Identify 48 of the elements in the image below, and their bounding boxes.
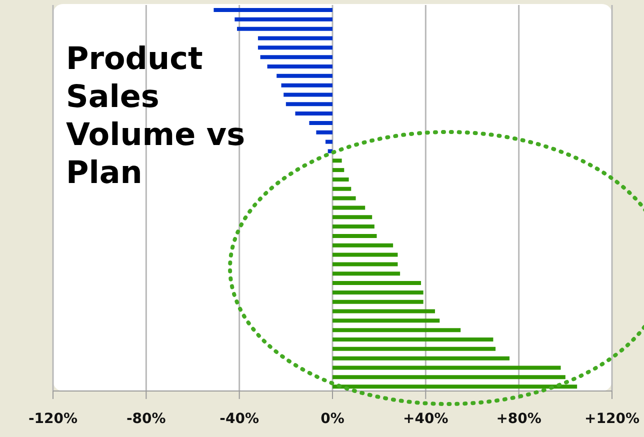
bar (267, 64, 332, 68)
bar (332, 206, 366, 210)
bar (332, 338, 494, 342)
x-tick-label: +80% (496, 410, 542, 427)
bar (332, 168, 344, 172)
bar (332, 196, 356, 200)
bar (260, 55, 332, 60)
bar (332, 290, 424, 294)
bar (332, 215, 372, 220)
x-tick-label: -40% (220, 410, 259, 427)
bar (332, 300, 424, 304)
bar (332, 328, 461, 332)
x-tick-label: -80% (126, 410, 166, 427)
x-tick-label: +120% (584, 410, 640, 427)
bar (332, 375, 566, 380)
bar (286, 102, 332, 106)
bar (234, 17, 332, 22)
bar (332, 272, 400, 276)
bar (332, 158, 342, 163)
bar (332, 234, 377, 238)
bar (258, 36, 332, 40)
bar (295, 112, 332, 116)
bar (332, 281, 422, 286)
bar (332, 366, 561, 370)
x-tick-label: 0% (320, 410, 344, 427)
bar (281, 83, 332, 88)
bar (332, 224, 374, 229)
bar (332, 262, 398, 266)
bar (316, 130, 332, 134)
bar (284, 92, 332, 97)
bar (332, 309, 435, 314)
bar (276, 74, 332, 78)
x-tick-label: +40% (403, 410, 448, 427)
bar (309, 120, 332, 125)
bar (332, 318, 440, 323)
bar (332, 177, 349, 182)
bar (332, 346, 496, 351)
bar (332, 356, 510, 360)
bar (214, 8, 332, 12)
bar (237, 26, 332, 31)
bar (332, 243, 394, 248)
text: Product Sales Volume vs Plan (66, 40, 246, 192)
bar (258, 46, 332, 50)
x-tick-label: -120% (28, 410, 78, 427)
bar (332, 186, 352, 191)
bar (332, 252, 398, 257)
bar (332, 384, 578, 389)
bar (326, 140, 332, 144)
